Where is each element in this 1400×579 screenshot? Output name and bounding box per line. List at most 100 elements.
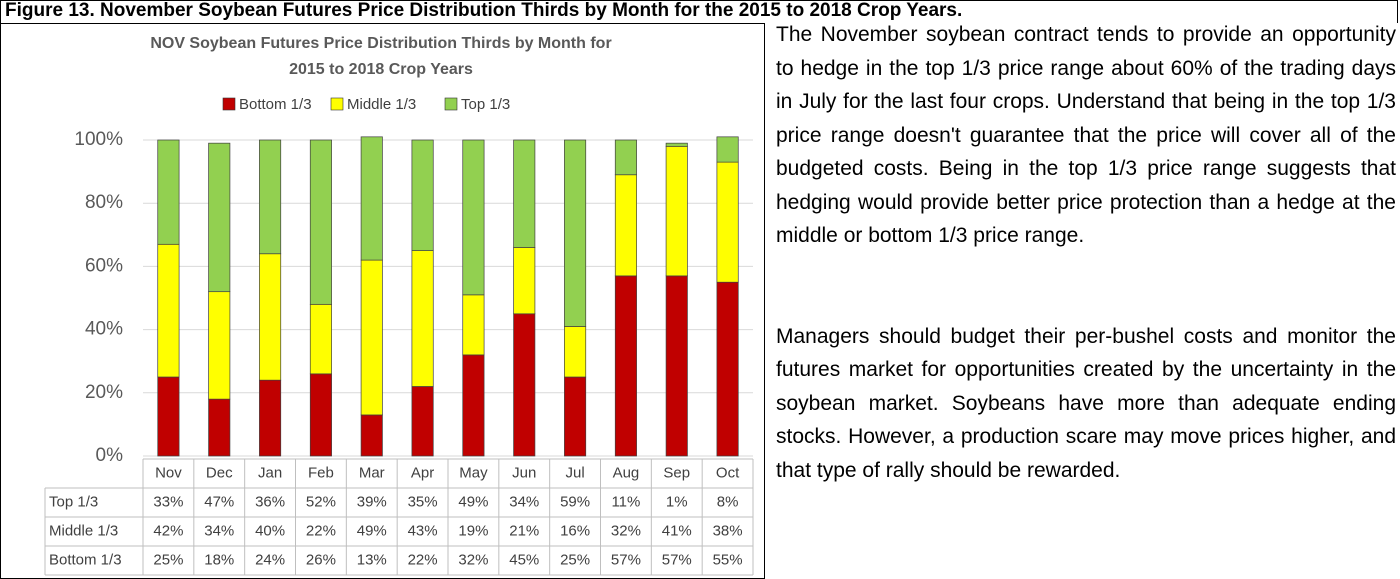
table-cell: 19% bbox=[458, 522, 488, 539]
table-cell: 34% bbox=[204, 522, 234, 539]
bar-segment bbox=[360, 414, 383, 457]
bar-segment bbox=[157, 139, 180, 245]
table-cell: 35% bbox=[408, 493, 438, 510]
table-cell: 52% bbox=[306, 493, 336, 510]
y-tick-label: 80% bbox=[85, 192, 123, 213]
chart-title: NOV Soybean Futures Price Distribution T… bbox=[150, 35, 611, 52]
y-tick-label: 60% bbox=[85, 255, 123, 276]
table-cell: 13% bbox=[357, 551, 387, 568]
legend-label: Top 1/3 bbox=[461, 96, 510, 113]
legend-swatch bbox=[330, 97, 344, 111]
bar-segment bbox=[157, 243, 180, 378]
x-tick-label: Jun bbox=[512, 464, 536, 481]
bar-segment bbox=[716, 281, 739, 457]
bar-segment bbox=[309, 373, 332, 457]
bar-segment bbox=[360, 136, 383, 261]
legend-label: Middle 1/3 bbox=[347, 96, 416, 113]
legend-swatch bbox=[444, 97, 458, 111]
bar-segment bbox=[411, 250, 434, 387]
bar-segment bbox=[157, 376, 180, 457]
legend-swatch bbox=[222, 97, 236, 111]
x-tick-label: Mar bbox=[359, 464, 385, 481]
table-cell: 36% bbox=[255, 493, 285, 510]
x-tick-label: Jan bbox=[258, 464, 282, 481]
x-tick-label: Nov bbox=[155, 464, 182, 481]
y-tick-label: 0% bbox=[96, 445, 124, 466]
bar-segment bbox=[564, 326, 587, 378]
x-tick-label: Dec bbox=[206, 464, 233, 481]
table-cell: 42% bbox=[153, 522, 183, 539]
paragraph: Managers should budget their per-bushel … bbox=[776, 324, 1396, 482]
bar-segment bbox=[716, 161, 739, 283]
bar-segment bbox=[513, 139, 536, 248]
bar-segment bbox=[208, 398, 231, 457]
x-tick-label: May bbox=[459, 464, 488, 481]
bar-segment bbox=[513, 247, 536, 315]
table-cell: 33% bbox=[153, 493, 183, 510]
bar-segment bbox=[513, 313, 536, 457]
table-row-label: Top 1/3 bbox=[49, 493, 98, 510]
table-cell: 8% bbox=[717, 493, 739, 510]
bar-segment bbox=[411, 386, 434, 457]
table-cell: 45% bbox=[509, 551, 539, 568]
table-cell: 57% bbox=[611, 551, 641, 568]
table-cell: 59% bbox=[560, 493, 590, 510]
bar-segment bbox=[564, 376, 587, 457]
y-tick-label: 40% bbox=[85, 319, 123, 340]
paragraph: The November soybean contract tends to p… bbox=[776, 23, 1396, 247]
table-cell: 49% bbox=[357, 522, 387, 539]
table-cell: 40% bbox=[255, 522, 285, 539]
table-cell: 32% bbox=[611, 522, 641, 539]
bar-segment bbox=[462, 294, 485, 356]
bar-segment bbox=[665, 145, 688, 277]
bar-segment bbox=[259, 139, 282, 255]
body-text: The November soybean contract tends to p… bbox=[776, 18, 1396, 554]
bar-segment bbox=[614, 174, 637, 277]
table-cell: 11% bbox=[611, 493, 640, 510]
chart: NOV Soybean Futures Price Distribution T… bbox=[44, 35, 754, 576]
table-cell: 41% bbox=[662, 522, 692, 539]
table-cell: 24% bbox=[255, 551, 285, 568]
bar-segment bbox=[665, 275, 688, 457]
bar-segment bbox=[208, 142, 231, 293]
table-cell: 38% bbox=[713, 522, 743, 539]
bar-segment bbox=[309, 303, 332, 375]
x-tick-label: Aug bbox=[613, 464, 640, 481]
legend-label: Bottom 1/3 bbox=[239, 96, 312, 113]
table-cell: 32% bbox=[458, 551, 488, 568]
bar-segment bbox=[614, 139, 637, 176]
table-cell: 43% bbox=[408, 522, 438, 539]
y-tick-label: 100% bbox=[74, 129, 123, 150]
table-cell: 21% bbox=[509, 522, 539, 539]
bar-segment bbox=[716, 136, 739, 163]
table-cell: 57% bbox=[662, 551, 692, 568]
bar-segment bbox=[614, 275, 637, 457]
table-cell: 25% bbox=[560, 551, 590, 568]
table-cell: 18% bbox=[204, 551, 234, 568]
y-tick-label: 20% bbox=[85, 382, 123, 403]
x-tick-label: Apr bbox=[411, 464, 434, 481]
bar-segment bbox=[309, 139, 332, 305]
chart-title: 2015 to 2018 Crop Years bbox=[289, 61, 473, 78]
x-tick-label: Oct bbox=[716, 464, 740, 481]
x-tick-label: Jul bbox=[565, 464, 584, 481]
table-cell: 47% bbox=[204, 493, 234, 510]
table-row-label: Middle 1/3 bbox=[49, 522, 118, 539]
table-cell: 26% bbox=[306, 551, 336, 568]
table-cell: 25% bbox=[153, 551, 183, 568]
bar-segment bbox=[259, 253, 282, 381]
bar-segment bbox=[259, 379, 282, 457]
table-cell: 22% bbox=[408, 551, 438, 568]
bar-segment bbox=[411, 139, 434, 251]
bar-segment bbox=[208, 291, 231, 400]
chart-box: NOV Soybean Futures Price Distribution T… bbox=[0, 23, 765, 579]
table-cell: 22% bbox=[306, 522, 336, 539]
figure-caption: Figure 13. November Soybean Futures Pric… bbox=[0, 0, 1398, 23]
bar-segment bbox=[462, 354, 485, 457]
bar-segment bbox=[462, 139, 485, 296]
table-cell: 16% bbox=[560, 522, 590, 539]
table-cell: 34% bbox=[509, 493, 539, 510]
bar-segment bbox=[360, 259, 383, 416]
bar-segment bbox=[665, 142, 688, 147]
